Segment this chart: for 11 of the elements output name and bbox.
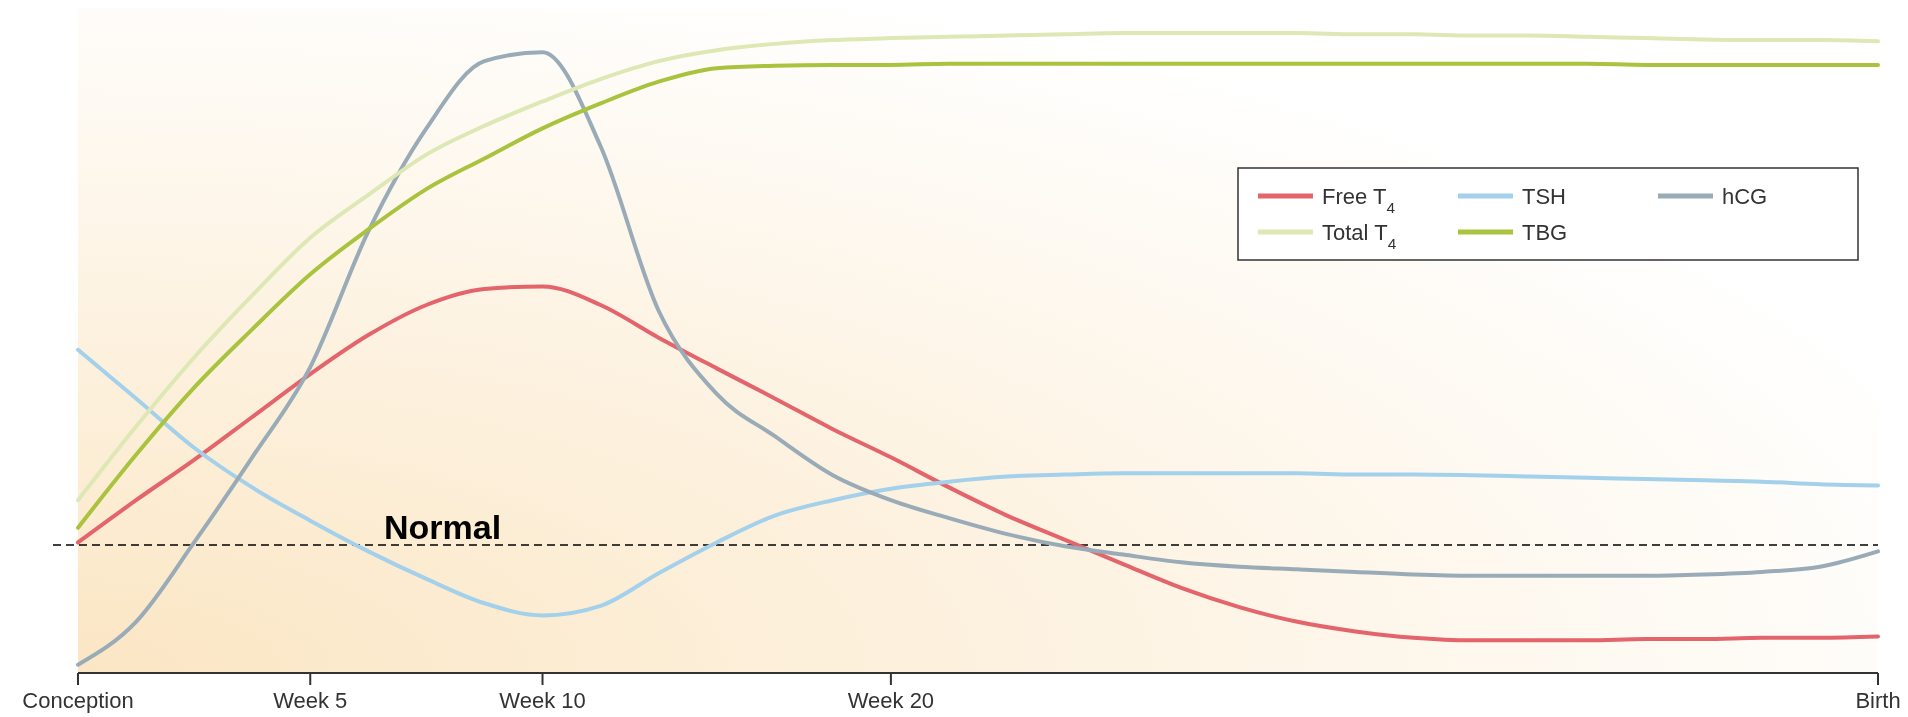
legend-label: TBG	[1522, 220, 1568, 245]
legend-label: Free T$_{4}$	[1322, 184, 1396, 216]
x-tick-label: Week 20	[847, 688, 935, 713]
x-tick-label: Week 10	[499, 688, 586, 713]
legend-label: hCG	[1722, 184, 1768, 209]
ref-line-label: Normal	[384, 508, 502, 546]
legend-label: Total T$_{4}$	[1322, 220, 1397, 252]
x-tick-label: Conception	[22, 688, 134, 713]
x-tick-label: Week 5	[273, 688, 348, 713]
x-tick-label: Birth	[1855, 688, 1901, 713]
legend-label: TSH	[1522, 184, 1566, 209]
